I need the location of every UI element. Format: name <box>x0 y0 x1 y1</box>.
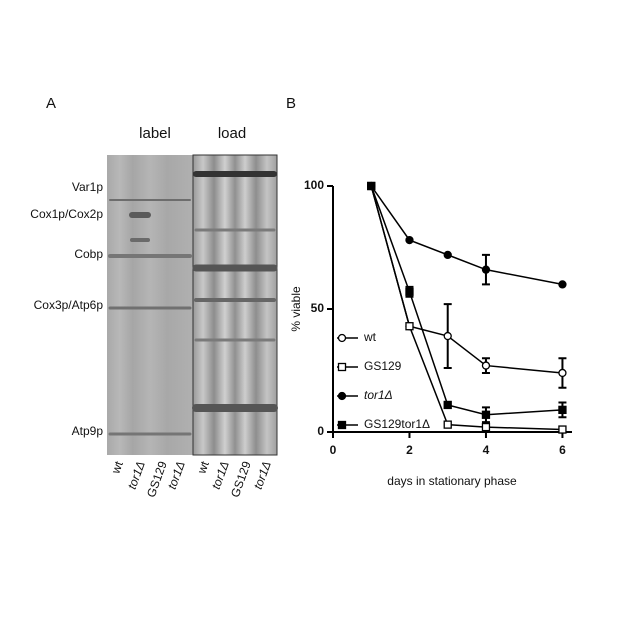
lane-label: tor1Δ <box>209 459 232 491</box>
gel-bands <box>108 171 278 436</box>
y-tick-label: 0 <box>317 424 324 438</box>
legend-label: GS129tor1Δ <box>364 417 430 431</box>
point <box>481 265 491 274</box>
panel-label: B <box>286 95 296 112</box>
x-tick-label: 0 <box>330 443 337 457</box>
legend-label: wt <box>363 330 377 344</box>
point <box>558 425 567 434</box>
panel-b: B days in stationary phase % viable 0 50 1… <box>286 95 572 488</box>
panel-a: A label load Var1p Cox1p/Cox2p Cobp Cox3… <box>30 95 278 500</box>
band-label: Atp9p <box>72 424 104 438</box>
series-line <box>370 185 563 416</box>
y-tick-label: 100 <box>304 178 324 192</box>
series-line <box>370 185 563 286</box>
point <box>443 400 452 410</box>
band-label: Var1p <box>72 180 103 194</box>
gel-header: load <box>218 125 246 142</box>
point <box>405 287 414 296</box>
x-tick-label: 4 <box>483 443 490 457</box>
x-tick-label: 2 <box>406 443 413 457</box>
legend-label: GS129 <box>364 359 402 373</box>
point <box>558 368 567 378</box>
gel-label <box>107 155 193 455</box>
legend-marker <box>337 362 347 372</box>
series-line <box>370 185 563 431</box>
lane-label: wt <box>194 459 212 477</box>
point <box>367 181 376 191</box>
point <box>558 280 567 289</box>
band-label: Cox1p/Cox2p <box>30 207 103 221</box>
legend-marker <box>337 420 347 430</box>
point <box>443 250 452 260</box>
point <box>405 322 414 331</box>
x-tick-label: 6 <box>559 443 566 457</box>
point <box>443 331 452 341</box>
legend-marker <box>337 333 347 343</box>
point <box>558 405 567 415</box>
lane-label: tor1Δ <box>251 459 274 491</box>
point <box>443 420 452 429</box>
x-axis-label: days in stationary phase <box>387 474 517 488</box>
legend-label: tor1Δ <box>364 388 393 402</box>
panel-label: A <box>46 95 56 112</box>
band-label: Cox3p/Atp6p <box>34 298 104 312</box>
point <box>481 410 491 419</box>
lane-label: tor1Δ <box>125 459 148 491</box>
gel-header: label <box>139 125 171 142</box>
point <box>481 422 491 432</box>
lane-label: wt <box>108 459 126 477</box>
lane-label: GS129 <box>228 459 254 499</box>
legend-marker <box>337 391 347 401</box>
y-axis-label: % viable <box>289 286 303 332</box>
lane-label: GS129 <box>144 459 170 499</box>
band-label: Cobp <box>74 247 103 261</box>
y-tick-label: 50 <box>311 301 325 315</box>
point <box>481 361 491 370</box>
point <box>405 235 414 245</box>
